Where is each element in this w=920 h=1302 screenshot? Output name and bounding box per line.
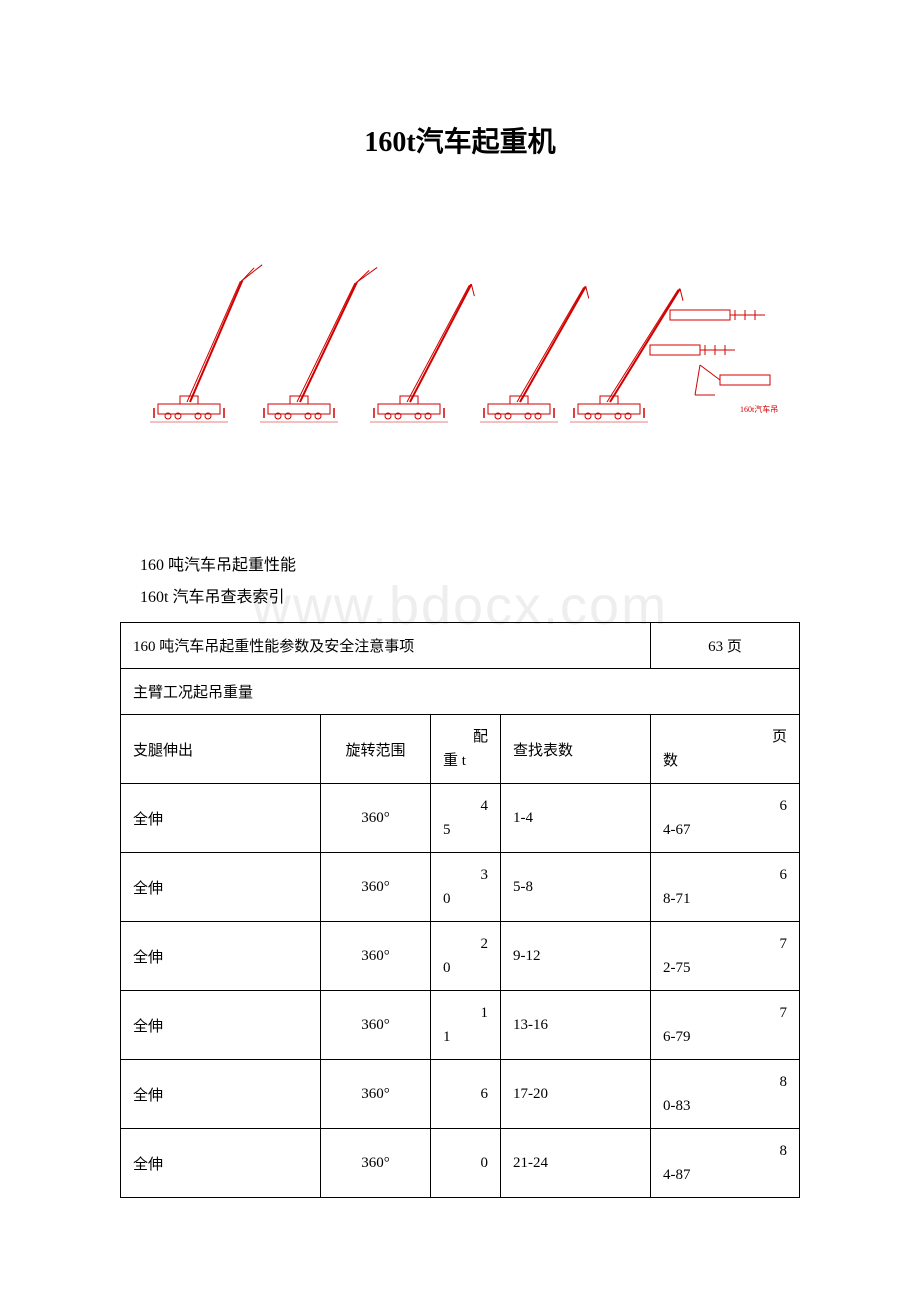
table-header-row: 支腿伸出 旋转范围 配 重 t 查找表数 页 数 bbox=[121, 715, 800, 784]
cell-weight: 45 bbox=[431, 784, 501, 853]
header-outrigger: 支腿伸出 bbox=[121, 715, 321, 784]
cell-weight: 20 bbox=[431, 922, 501, 991]
cell-outrigger: 全伸 bbox=[121, 922, 321, 991]
cell-lookup: 21-24 bbox=[501, 1129, 651, 1198]
condition-label: 主臂工况起吊重量 bbox=[121, 669, 800, 715]
crane-diagram-svg: 160t汽车吊 bbox=[140, 250, 780, 430]
cell-weight: 0 bbox=[431, 1129, 501, 1198]
index-table: 160 吨汽车吊起重性能参数及安全注意事项 63 页 主臂工况起吊重量 支腿伸出… bbox=[120, 622, 800, 1198]
table-row: 全伸 360° 6 17-20 80-83 bbox=[121, 1060, 800, 1129]
cell-pages: 80-83 bbox=[651, 1060, 800, 1129]
cell-outrigger: 全伸 bbox=[121, 991, 321, 1060]
table-row: 全伸 360° 0 21-24 84-87 bbox=[121, 1129, 800, 1198]
table-row-condition: 主臂工况起吊重量 bbox=[121, 669, 800, 715]
header-pages: 页 数 bbox=[651, 715, 800, 784]
cell-rotation: 360° bbox=[321, 853, 431, 922]
cell-outrigger: 全伸 bbox=[121, 853, 321, 922]
table-row: 全伸 360° 11 13-16 76-79 bbox=[121, 991, 800, 1060]
cell-outrigger: 全伸 bbox=[121, 784, 321, 853]
cell-weight: 6 bbox=[431, 1060, 501, 1129]
cell-pages: 64-67 bbox=[651, 784, 800, 853]
section-index: 160t 汽车吊查表索引 bbox=[140, 582, 810, 614]
cell-pages: 76-79 bbox=[651, 991, 800, 1060]
cell-pages: 68-71 bbox=[651, 853, 800, 922]
cell-rotation: 360° bbox=[321, 922, 431, 991]
crane-diagram: 160t汽车吊 bbox=[140, 250, 780, 430]
cell-lookup: 9-12 bbox=[501, 922, 651, 991]
params-label: 160 吨汽车吊起重性能参数及安全注意事项 bbox=[121, 623, 651, 669]
table-row: 全伸 360° 20 9-12 72-75 bbox=[121, 922, 800, 991]
cell-rotation: 360° bbox=[321, 784, 431, 853]
cell-lookup: 17-20 bbox=[501, 1060, 651, 1129]
page-title: 160t汽车起重机 bbox=[110, 120, 810, 160]
cell-lookup: 13-16 bbox=[501, 991, 651, 1060]
cell-outrigger: 全伸 bbox=[121, 1129, 321, 1198]
params-page: 63 页 bbox=[651, 623, 800, 669]
cell-lookup: 1-4 bbox=[501, 784, 651, 853]
page-content: 160t汽车起重机 bbox=[0, 0, 920, 1198]
cell-rotation: 360° bbox=[321, 991, 431, 1060]
table-row: 全伸 360° 30 5-8 68-71 bbox=[121, 853, 800, 922]
header-weight: 配 重 t bbox=[431, 715, 501, 784]
header-rotation: 旋转范围 bbox=[321, 715, 431, 784]
cell-outrigger: 全伸 bbox=[121, 1060, 321, 1129]
table-row: 全伸 360° 45 1-4 64-67 bbox=[121, 784, 800, 853]
cell-rotation: 360° bbox=[321, 1060, 431, 1129]
cell-weight: 30 bbox=[431, 853, 501, 922]
header-lookup: 查找表数 bbox=[501, 715, 651, 784]
diagram-label: 160t汽车吊 bbox=[740, 404, 778, 414]
cell-weight: 11 bbox=[431, 991, 501, 1060]
cell-pages: 84-87 bbox=[651, 1129, 800, 1198]
section-performance: 160 吨汽车吊起重性能 bbox=[140, 550, 810, 582]
cell-lookup: 5-8 bbox=[501, 853, 651, 922]
cell-rotation: 360° bbox=[321, 1129, 431, 1198]
table-row-params: 160 吨汽车吊起重性能参数及安全注意事项 63 页 bbox=[121, 623, 800, 669]
cell-pages: 72-75 bbox=[651, 922, 800, 991]
